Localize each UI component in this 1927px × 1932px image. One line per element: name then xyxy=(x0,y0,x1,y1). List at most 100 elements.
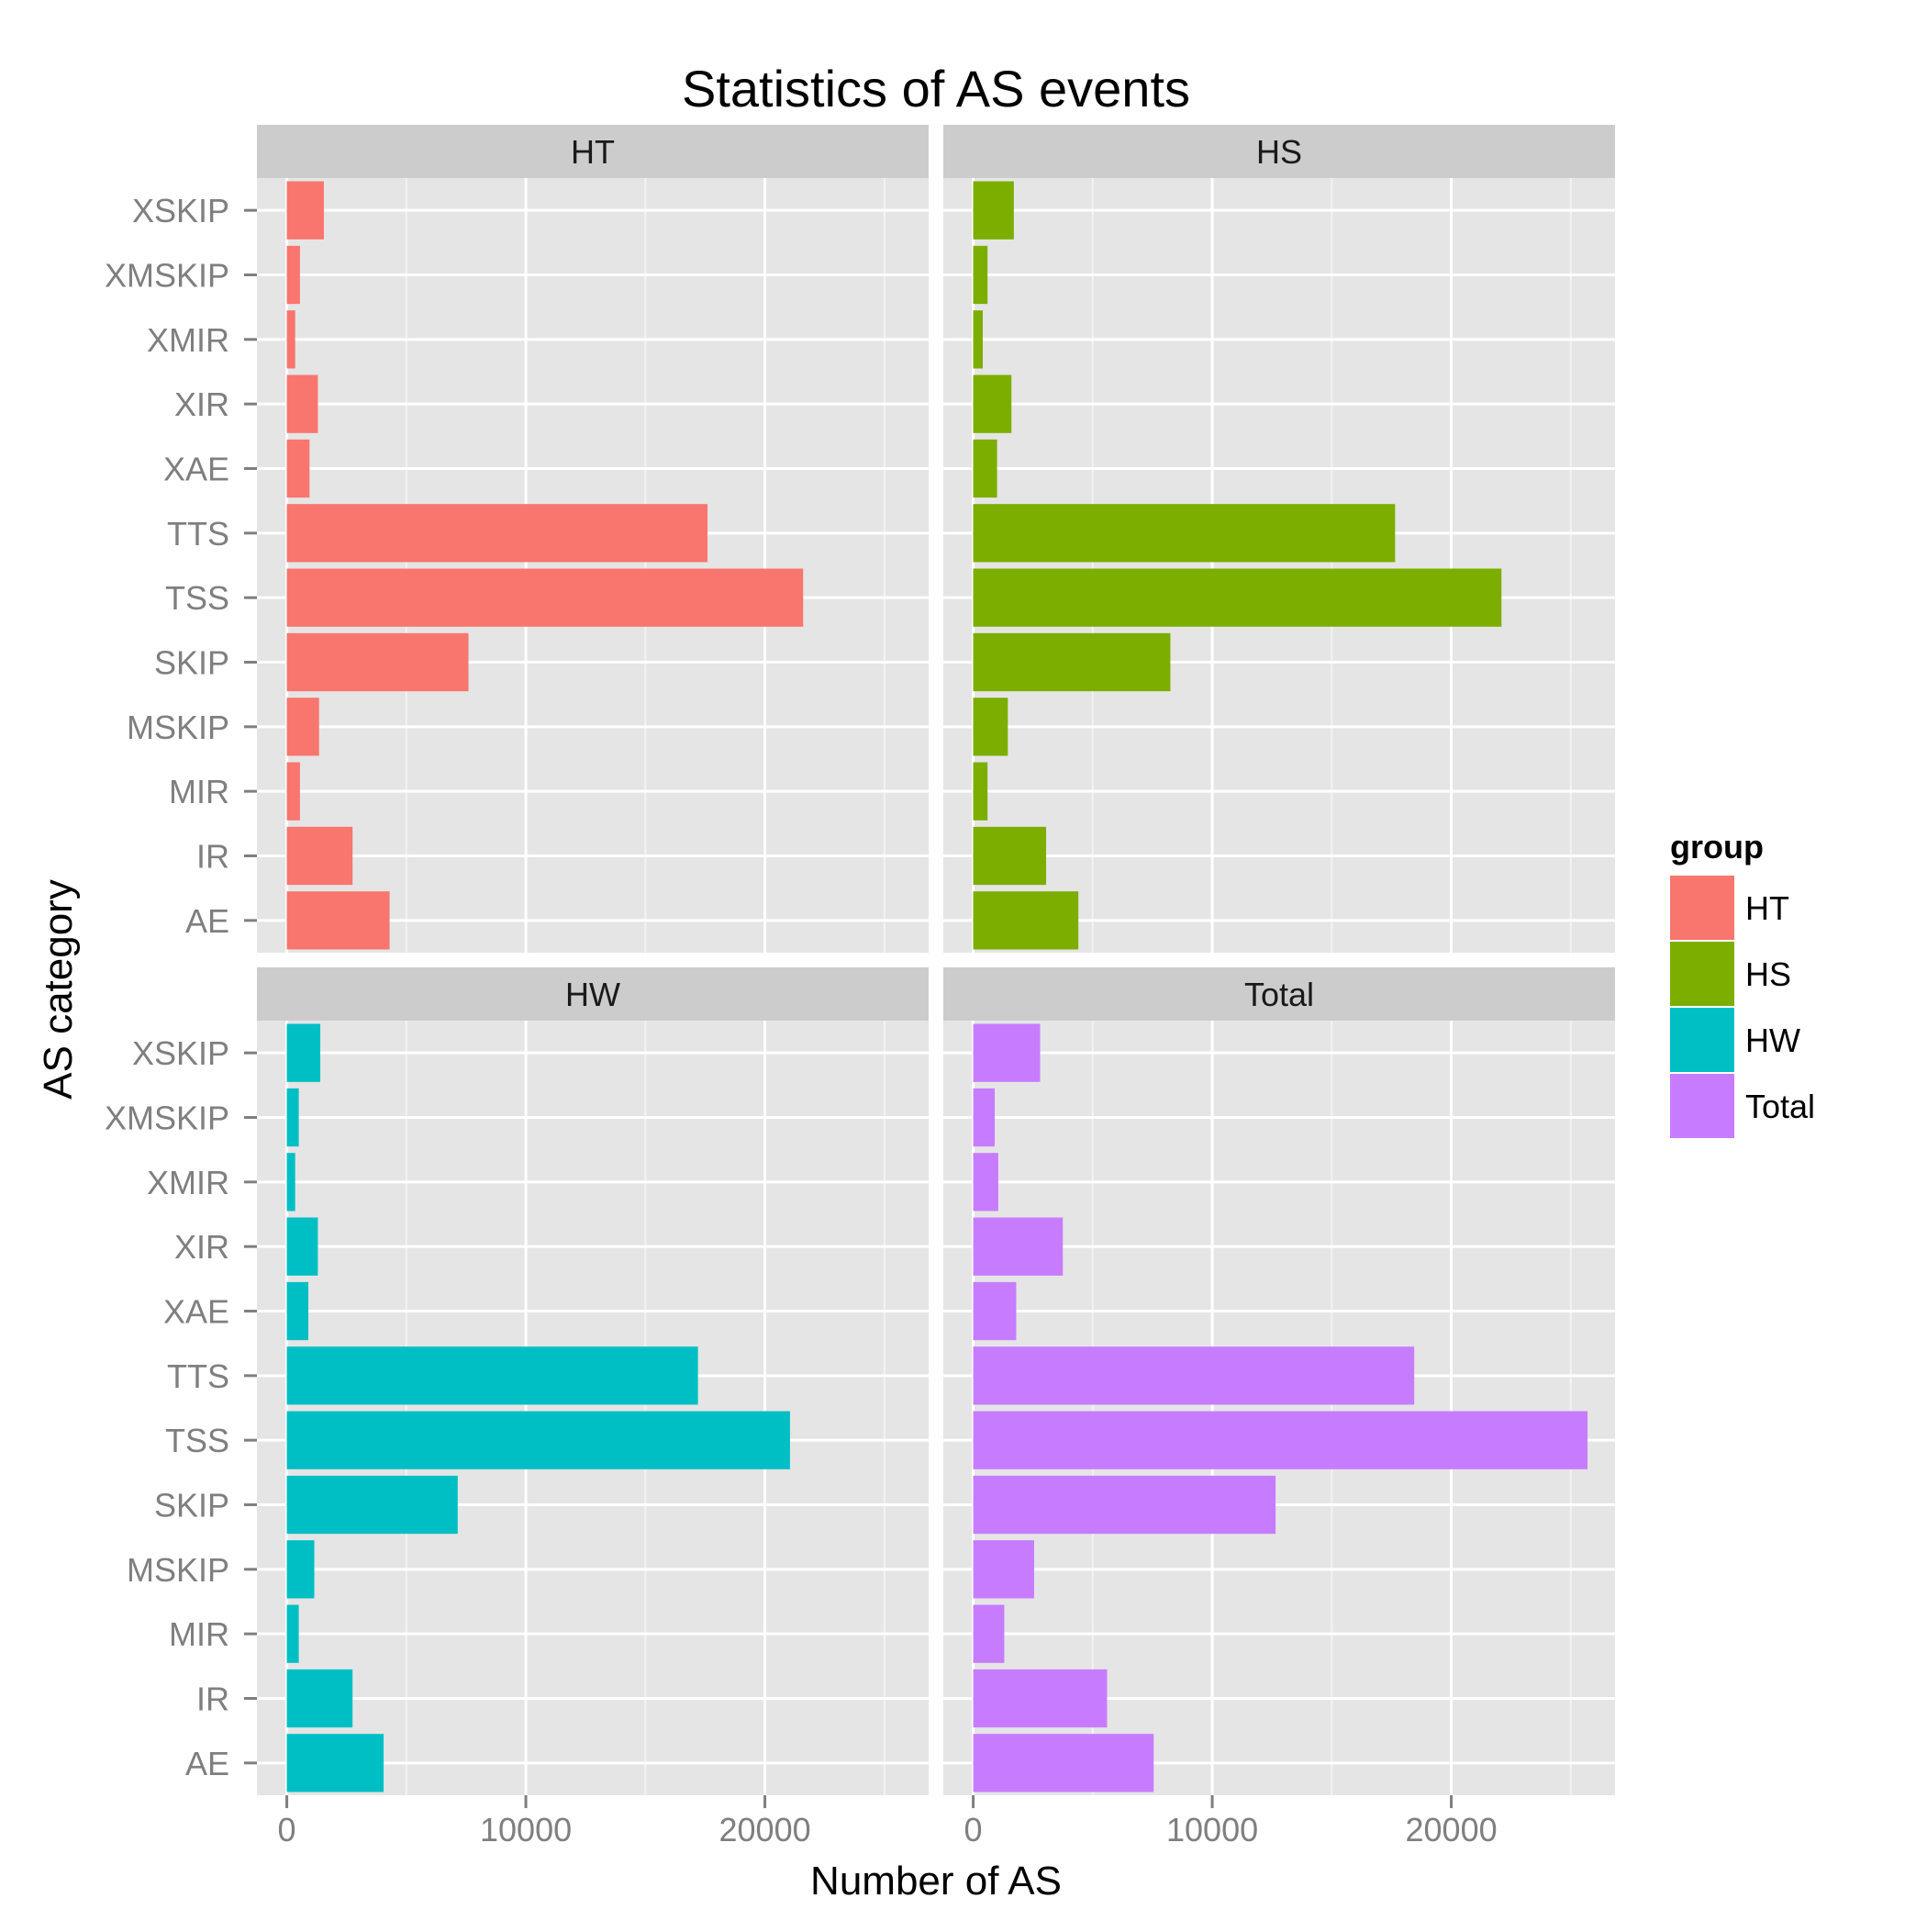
bar-total-xir xyxy=(973,1217,1064,1276)
legend: group HT HS HW Total xyxy=(1670,828,1815,1138)
y-tick-label: XMIR xyxy=(147,1164,229,1201)
bar-hs-xir xyxy=(973,374,1012,433)
bar-total-tss xyxy=(973,1411,1588,1469)
y-tick-label: XMSKIP xyxy=(105,1100,229,1137)
y-tick-label: MSKIP xyxy=(127,1551,229,1589)
bar-hw-tts xyxy=(286,1346,698,1405)
y-tick-label: SKIP xyxy=(154,1487,229,1524)
bar-total-skip xyxy=(973,1475,1276,1535)
legend-swatch xyxy=(1670,1008,1734,1072)
chart-title: Statistics of AS events xyxy=(682,60,1190,117)
bar-total-mir xyxy=(973,1604,1005,1663)
y-tick-label: MSKIP xyxy=(127,709,229,746)
bar-total-xae xyxy=(973,1281,1017,1341)
y-tick-label: TSS xyxy=(165,1422,229,1459)
y-tick-label: TTS xyxy=(167,1357,229,1395)
x-tick-label: 0 xyxy=(278,1811,296,1848)
bar-hs-mskip xyxy=(973,698,1008,756)
bar-ht-skip xyxy=(286,632,469,692)
bar-hs-tts xyxy=(973,504,1396,563)
bar-total-xskip xyxy=(973,1023,1041,1082)
legend-item-hs: HS xyxy=(1670,942,1791,1006)
y-tick-label: SKIP xyxy=(154,644,229,682)
bar-hw-skip xyxy=(286,1475,458,1535)
legend-label: HW xyxy=(1745,1022,1800,1059)
bar-hw-xskip xyxy=(286,1023,321,1082)
bar-ht-ae xyxy=(286,891,390,950)
bar-hs-skip xyxy=(973,632,1171,692)
panel-background xyxy=(257,1021,929,1795)
bar-hw-ir xyxy=(286,1669,353,1728)
y-axis-title: AS category xyxy=(36,879,81,1100)
y-tick-label: AE xyxy=(185,1745,229,1782)
facet-panel-total: Total 0 10000 20000 xyxy=(943,967,1615,1848)
y-tick-label: MIR xyxy=(169,773,229,810)
bar-ht-xmskip xyxy=(286,245,300,305)
x-tick-label: 20000 xyxy=(719,1811,811,1848)
bar-hw-tss xyxy=(286,1411,790,1469)
bar-hs-xskip xyxy=(973,181,1014,240)
bar-ht-mir xyxy=(286,762,300,821)
bar-total-tts xyxy=(973,1346,1415,1405)
bar-total-xmskip xyxy=(973,1088,996,1147)
x-axis-title: Number of AS xyxy=(810,1859,1062,1904)
y-tick-label: TSS xyxy=(165,579,229,617)
y-tick-label: IR xyxy=(196,1681,229,1718)
x-tick-label: 0 xyxy=(964,1811,983,1848)
bar-total-mskip xyxy=(973,1540,1034,1599)
legend-label: Total xyxy=(1745,1088,1815,1125)
bar-ht-xskip xyxy=(286,181,324,240)
bar-hw-mir xyxy=(286,1604,299,1663)
bar-ht-mskip xyxy=(286,698,319,756)
x-tick-label: 10000 xyxy=(1166,1811,1258,1848)
x-tick-label: 10000 xyxy=(480,1811,572,1848)
bar-hs-xmir xyxy=(973,310,983,369)
bar-total-xmir xyxy=(973,1153,998,1212)
bar-ht-tss xyxy=(286,568,804,627)
facet-panels: HT AE IR MIR MSKIP SKIP TSS TTS XAE XIR XMIR XMSKIP… xyxy=(105,125,1615,1848)
y-tick-label: XAE xyxy=(163,451,229,488)
facet-strip xyxy=(257,125,929,178)
facet-strip-label: HT xyxy=(571,133,615,171)
y-tick-label: XAE xyxy=(163,1293,229,1331)
facet-strip-label: HS xyxy=(1256,133,1302,171)
bar-ht-ir xyxy=(286,826,353,886)
bar-hs-xmskip xyxy=(973,245,988,305)
x-tick-label: 20000 xyxy=(1406,1811,1498,1848)
bar-hw-xmir xyxy=(286,1153,295,1212)
facet-strip-label: Total xyxy=(1244,976,1314,1013)
y-tick-label: AE xyxy=(185,902,229,940)
y-tick-label: XSKIP xyxy=(132,1034,229,1072)
legend-item-total: Total xyxy=(1670,1074,1815,1138)
y-tick-label: XIR xyxy=(174,1228,229,1266)
y-tick-label: XMSKIP xyxy=(105,257,229,295)
panel-background xyxy=(943,1021,1615,1795)
legend-title: group xyxy=(1670,828,1764,865)
bar-hs-ir xyxy=(973,826,1047,886)
y-tick-label: TTS xyxy=(167,515,229,553)
legend-swatch xyxy=(1670,942,1734,1006)
facet-strip xyxy=(943,125,1615,178)
bar-hs-ae xyxy=(973,891,1079,950)
facet-panel-hs: HS xyxy=(943,125,1615,953)
legend-label: HS xyxy=(1745,955,1791,993)
y-tick-label: XSKIP xyxy=(132,192,229,229)
bar-total-ae xyxy=(973,1734,1154,1792)
facet-strip-label: HW xyxy=(565,976,620,1013)
bar-hs-xae xyxy=(973,439,997,498)
bar-hw-xmskip xyxy=(286,1088,299,1147)
legend-swatch xyxy=(1670,1074,1734,1138)
legend-items: HT HS HW Total xyxy=(1670,876,1815,1138)
bar-ht-xir xyxy=(286,374,318,433)
panel-background xyxy=(257,178,929,953)
bar-hw-xae xyxy=(286,1281,309,1341)
bar-hw-mskip xyxy=(286,1540,315,1599)
y-tick-label: IR xyxy=(196,838,229,876)
bar-ht-xae xyxy=(286,439,310,498)
legend-swatch xyxy=(1670,876,1734,940)
facet-strip xyxy=(943,967,1615,1021)
bar-hw-ae xyxy=(286,1734,384,1792)
legend-item-ht: HT xyxy=(1670,876,1789,940)
